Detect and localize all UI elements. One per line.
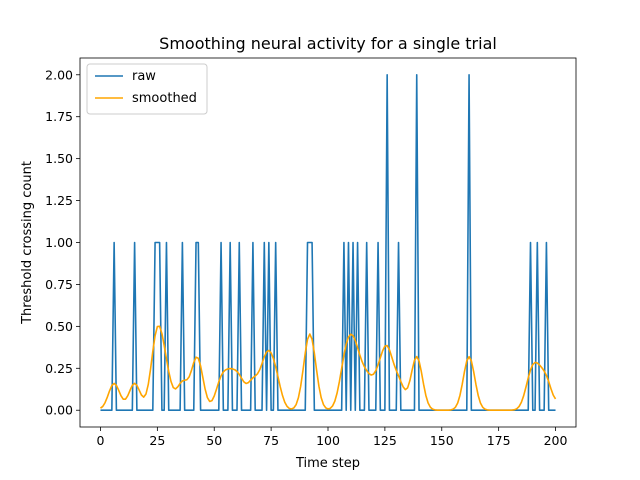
y-tick-label: 1.50 <box>45 151 73 166</box>
x-axis-label: Time step <box>295 456 360 471</box>
x-tick-label: 100 <box>316 433 340 448</box>
x-axis: 0 25 50 75 100 125 150 175 200 <box>97 427 568 448</box>
y-axis: 0.00 0.25 0.50 0.75 1.00 1.25 1.50 1.75 2.00 <box>45 67 80 418</box>
series-layer <box>99 73 557 412</box>
x-tick-label: 75 <box>263 433 279 448</box>
chart-title: Smoothing neural activity for a single t… <box>159 34 497 53</box>
y-tick-label: 1.00 <box>45 235 73 250</box>
legend-label-raw: raw <box>132 69 156 84</box>
y-tick-label: 1.25 <box>45 193 73 208</box>
legend: raw smoothed <box>86 63 208 115</box>
x-tick-label: 25 <box>149 433 165 448</box>
x-tick-label: 0 <box>97 433 105 448</box>
y-tick-label: 0.50 <box>45 319 73 334</box>
series-smoothed-line <box>99 325 557 412</box>
x-tick-label: 150 <box>430 433 454 448</box>
y-tick-label: 1.75 <box>45 109 73 124</box>
x-tick-label: 125 <box>373 433 397 448</box>
x-tick-label: 50 <box>206 433 222 448</box>
y-tick-label: 0.75 <box>45 277 73 292</box>
x-tick-label: 200 <box>544 433 568 448</box>
y-tick-label: 0.25 <box>45 361 73 376</box>
plot-area <box>80 58 576 427</box>
series-raw-line <box>100 73 556 412</box>
y-axis-label: Threshold crossing count <box>20 161 35 325</box>
legend-label-smoothed: smoothed <box>132 91 197 106</box>
y-tick-label: 0.00 <box>45 403 73 418</box>
y-tick-label: 2.00 <box>45 67 73 82</box>
x-tick-label: 175 <box>487 433 511 448</box>
